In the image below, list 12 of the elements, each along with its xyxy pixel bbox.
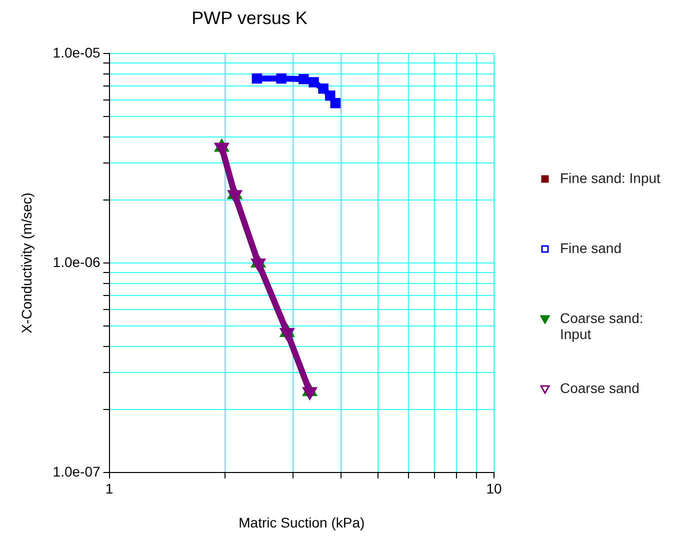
x-tick-label: 1: [105, 480, 114, 497]
x-tick-label: 10: [486, 480, 502, 497]
y-tick-label: 1.0e-07: [52, 463, 100, 480]
chart-title: PWP versus K: [192, 8, 308, 28]
y-axis-title: X-Conductivity (m/sec): [18, 192, 34, 334]
y-tick-label: 1.0e-05: [52, 44, 100, 60]
legend-label: Coarse sand: Input: [560, 310, 644, 342]
y-tick-label: 1.0e-06: [52, 254, 100, 270]
x-axis-title: Matric Suction (kPa): [238, 514, 365, 530]
legend-label: Fine sand: Input: [560, 170, 660, 186]
legend-label: Fine sand: [560, 240, 622, 256]
legend-label: Coarse sand: [560, 380, 640, 396]
